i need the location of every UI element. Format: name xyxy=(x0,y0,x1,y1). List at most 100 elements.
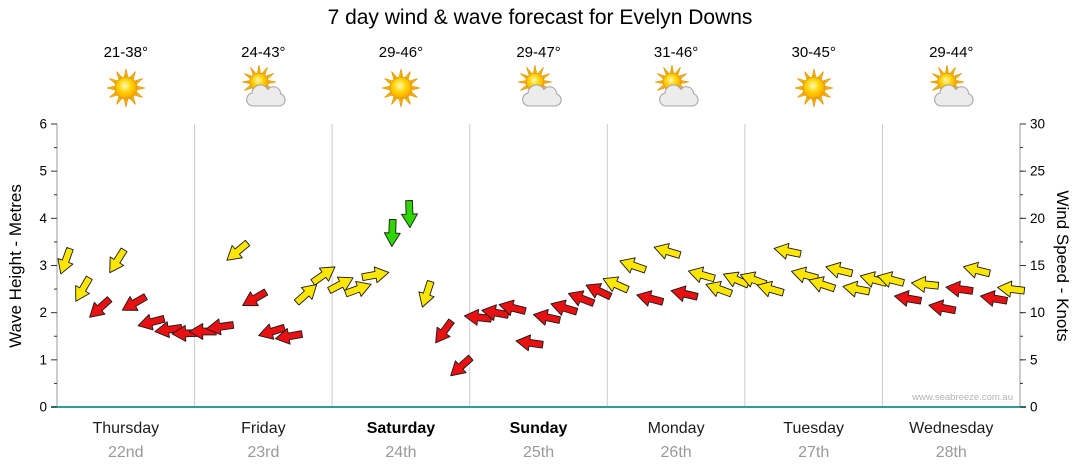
wind-arrow xyxy=(383,218,401,247)
sunny-icon xyxy=(745,62,883,114)
wind-speed-tick-label: 10 xyxy=(1030,305,1045,320)
wind-arrow xyxy=(89,296,113,318)
wave-height-tick-label: 0 xyxy=(39,400,47,415)
wave-height-tick-label: 6 xyxy=(39,117,47,132)
wind-arrow xyxy=(344,280,372,298)
sunny-icon xyxy=(332,62,470,114)
wind-arrow xyxy=(636,290,665,307)
day-date: 24th xyxy=(385,444,417,461)
wind-arrow xyxy=(450,354,474,377)
wind-arrow xyxy=(945,280,974,298)
day-names-row: Thursday Friday Saturday Sunday Monday Tuesda… xyxy=(57,420,1020,438)
sunny-icon xyxy=(57,62,195,114)
wind-arrow xyxy=(293,283,318,306)
day-date: 27th xyxy=(798,444,830,461)
wind-arrow xyxy=(498,299,527,316)
wind-arrow xyxy=(979,290,1009,307)
partly-cloudy-icon xyxy=(882,62,1020,114)
day-name: Sunday xyxy=(509,420,568,437)
wind-speed-tick-label: 30 xyxy=(1030,117,1045,132)
partly-cloudy-icon xyxy=(470,62,608,114)
wind-arrow xyxy=(258,323,286,340)
wind-arrow xyxy=(515,334,544,352)
day-temp-range: 21-38° xyxy=(103,44,148,61)
wind-speed-tick-label: 20 xyxy=(1030,211,1045,226)
day-date: 26th xyxy=(660,444,692,461)
wind-arrow xyxy=(808,276,837,293)
wind-arrow xyxy=(756,280,785,298)
day-name: Thursday xyxy=(92,420,160,437)
wind-arrow xyxy=(585,283,613,301)
wave-height-tick-label: 2 xyxy=(39,305,47,320)
day-date: 23rd xyxy=(247,444,280,461)
wind-arrow xyxy=(997,280,1026,298)
daily-temps-row: 21-38° 24-43° 29-46° 29-47° 31-46° 30-45° 29-4… xyxy=(57,44,1020,61)
day-name: Friday xyxy=(241,420,286,437)
wind-arrow xyxy=(550,299,579,316)
wind-arrow xyxy=(327,276,354,294)
wind-speed-tick-label: 5 xyxy=(1030,352,1038,367)
wind-arrow xyxy=(877,271,905,288)
wind-arrow xyxy=(670,285,699,302)
wind-arrow xyxy=(705,280,733,298)
wave-height-tick-label: 4 xyxy=(39,211,47,226)
wind-arrow xyxy=(226,239,251,261)
wind-arrow xyxy=(75,275,93,302)
wind-arrow xyxy=(242,288,269,307)
wind-arrow xyxy=(435,318,455,344)
watermark: www.seabreeze.com.au xyxy=(912,392,1013,403)
day-dates-row: 22nd 23rd 24th 25th 26th 27th 28th xyxy=(57,444,1020,462)
day-temp-range: 30-45° xyxy=(791,44,836,61)
wind-arrow xyxy=(842,280,871,298)
wind-arrow xyxy=(687,266,716,283)
day-temp-range: 31-46° xyxy=(653,44,699,61)
day-name: Wednesday xyxy=(909,420,994,437)
wind-arrow xyxy=(893,290,923,307)
wave-height-tick-label: 1 xyxy=(39,352,47,367)
partly-cloudy-icon xyxy=(195,62,333,114)
wave-height-tick-label: 3 xyxy=(39,258,47,273)
page-title: 7 day wind & wave forecast for Evelyn Do… xyxy=(327,6,753,29)
wind-arrow xyxy=(791,266,819,283)
wind-arrow xyxy=(310,266,336,286)
wind-arrow xyxy=(602,276,630,294)
day-name: Monday xyxy=(647,420,705,437)
wind-arrow xyxy=(418,279,435,308)
daily-weather-icons-row xyxy=(57,62,1020,114)
day-date: 28th xyxy=(935,444,967,461)
wind-arrow xyxy=(57,246,74,275)
wind-arrow xyxy=(206,318,235,336)
day-date: 22nd xyxy=(107,444,144,461)
wind-arrow xyxy=(361,266,390,284)
day-temp-range: 29-46° xyxy=(378,44,424,61)
wind-speed-tick-label: 15 xyxy=(1030,258,1045,273)
day-date: 25th xyxy=(522,444,555,461)
wind-arrow xyxy=(137,314,166,331)
wind-arrow xyxy=(274,328,304,345)
wind-arrow xyxy=(567,290,596,307)
wind-arrow xyxy=(532,309,561,326)
wind-arrow xyxy=(619,257,647,274)
wind-arrow xyxy=(962,261,991,279)
wind-arrow xyxy=(653,243,682,260)
day-temp-range: 24-43° xyxy=(241,44,286,61)
day-name: Tuesday xyxy=(783,420,845,437)
day-name: Saturday xyxy=(366,420,436,437)
partly-cloudy-icon xyxy=(607,62,745,114)
wind-arrow xyxy=(739,271,768,288)
wind-speed-tick-label: 0 xyxy=(1030,400,1038,415)
wind-arrow xyxy=(911,275,940,293)
wind-arrow xyxy=(109,247,128,274)
wind-arrow xyxy=(401,200,418,229)
wind-arrow xyxy=(154,321,183,339)
wind-arrow xyxy=(773,242,802,260)
wind-arrow xyxy=(825,261,854,279)
day-temp-range: 29-47° xyxy=(516,44,561,61)
wave-height-tick-label: 5 xyxy=(39,164,47,179)
wind-arrow xyxy=(928,299,957,317)
wind-speed-tick-label: 25 xyxy=(1030,164,1045,179)
wind-arrow xyxy=(121,293,148,311)
day-temp-range: 29-44° xyxy=(929,44,974,61)
